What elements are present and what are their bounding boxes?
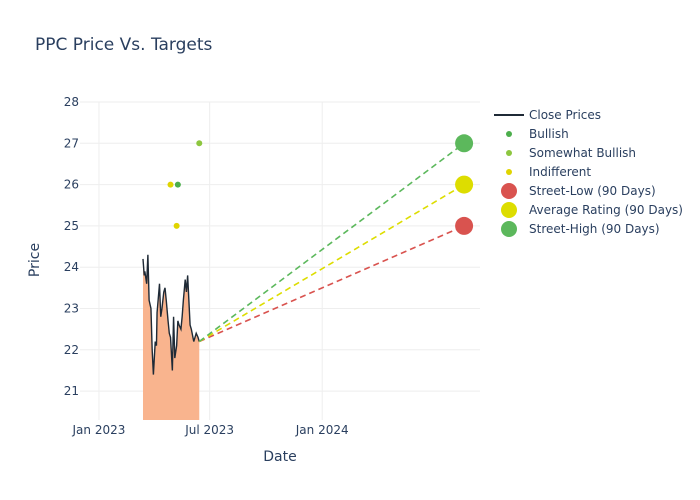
legend-label: Average Rating (90 Days) xyxy=(529,203,683,217)
rating-point xyxy=(196,140,203,147)
target-marker xyxy=(455,175,474,194)
y-axis-title: Price xyxy=(27,243,43,277)
legend-label: Bullish xyxy=(529,127,569,141)
grid xyxy=(80,101,480,420)
price-series xyxy=(142,254,200,420)
y-tick-label: 26 xyxy=(64,178,79,192)
x-axis-title: Date xyxy=(263,449,296,465)
y-tick-label: 23 xyxy=(64,301,79,315)
legend-swatch xyxy=(501,202,517,218)
x-tick-label: Jan 2023 xyxy=(72,423,126,437)
y-tick-label: 24 xyxy=(64,260,79,274)
legend: Close Prices Bullish Somewhat Bullish Indif… xyxy=(494,108,683,237)
target-line xyxy=(198,142,465,343)
chart-title: PPC Price Vs. Targets xyxy=(35,35,213,55)
target-marker xyxy=(455,216,474,235)
rating-point xyxy=(173,222,180,229)
legend-swatch xyxy=(501,183,517,199)
axes: 21 22 23 24 25 26 27 28 Jan 2023 Jul 2023 Jan 2024 xyxy=(64,95,349,437)
legend-swatch xyxy=(506,150,512,156)
y-tick-label: 27 xyxy=(64,136,79,150)
legend-swatch xyxy=(506,169,512,175)
close-price-line xyxy=(142,254,200,375)
rating-point xyxy=(167,181,174,188)
legend-swatch xyxy=(501,221,517,237)
legend-label: Somewhat Bullish xyxy=(529,146,636,160)
x-tick-label: Jan 2024 xyxy=(295,423,349,437)
target-line xyxy=(198,183,465,343)
target-marker xyxy=(455,134,474,153)
y-tick-label: 21 xyxy=(64,384,79,398)
x-tick-label: Jul 2023 xyxy=(184,423,234,437)
close-price-area xyxy=(142,254,200,420)
y-tick-label: 22 xyxy=(64,343,79,357)
rating-points xyxy=(167,140,203,229)
rating-point xyxy=(174,181,181,188)
legend-label: Street-High (90 Days) xyxy=(529,222,660,236)
legend-label: Indifferent xyxy=(529,165,591,179)
y-tick-label: 28 xyxy=(64,95,79,109)
target-line xyxy=(198,225,465,343)
target-series xyxy=(198,134,474,343)
legend-label: Street-Low (90 Days) xyxy=(529,184,656,198)
y-tick-label: 25 xyxy=(64,219,79,233)
legend-label: Close Prices xyxy=(529,108,601,122)
legend-swatch xyxy=(506,131,512,137)
